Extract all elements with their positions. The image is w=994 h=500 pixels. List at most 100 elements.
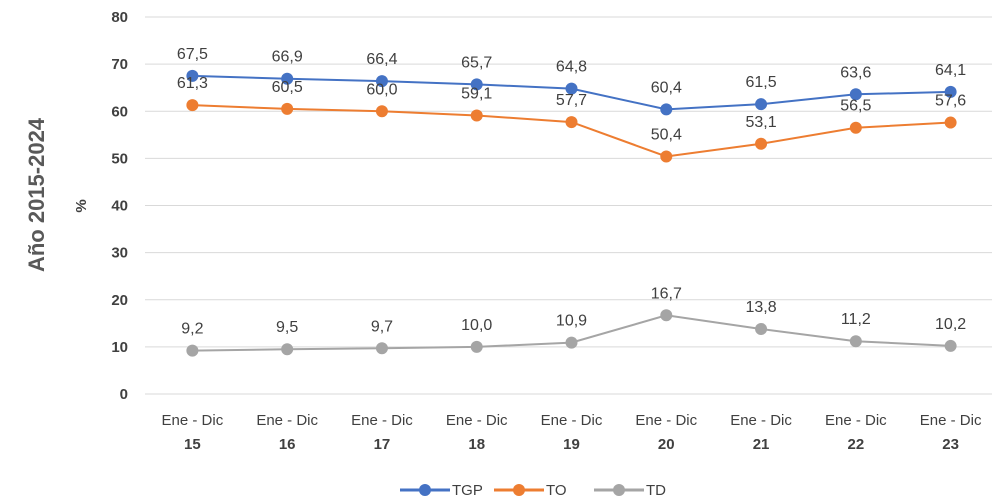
y-axis-ticks: 0 10 20 30 40 50 60 70 80	[111, 9, 128, 403]
data-label: 9,7	[371, 318, 393, 335]
x-tick-period-label: Ene - Dic	[825, 412, 887, 429]
data-point	[186, 99, 199, 112]
data-point	[565, 116, 578, 129]
data-point	[849, 335, 862, 348]
data-point	[944, 85, 957, 98]
data-point	[281, 343, 294, 356]
legend-item-tgp: TGP	[400, 482, 483, 499]
series-tgp	[186, 69, 957, 116]
data-point	[470, 78, 483, 91]
x-tick-period-label: Ene - Dic	[730, 412, 792, 429]
y-tick-label: 20	[111, 292, 128, 309]
data-point	[470, 340, 483, 353]
x-tick-label: 21	[753, 436, 770, 453]
data-labels: 67,5 66,9 66,4 65,7 64,8 60,4 61,5 63,6 64,1 61,3…	[177, 46, 966, 338]
legend: TGP TO TD	[400, 482, 666, 499]
data-label: 57,6	[935, 93, 966, 110]
side-title: Año 2015-2024	[24, 117, 49, 272]
data-label: 10,0	[461, 317, 492, 334]
legend-marker	[613, 484, 625, 496]
data-label: 60,5	[272, 79, 303, 96]
data-label: 61,3	[177, 75, 208, 92]
data-point	[944, 116, 957, 129]
y-tick-label: 0	[120, 386, 128, 403]
data-label: 10,9	[556, 313, 587, 330]
x-tick-label: 20	[658, 436, 675, 453]
data-point	[660, 150, 673, 163]
data-point	[755, 322, 768, 335]
data-label: 13,8	[745, 299, 776, 316]
data-point	[849, 88, 862, 101]
data-label: 61,5	[745, 74, 776, 91]
data-point	[565, 336, 578, 349]
x-tick-period-label: Ene - Dic	[635, 412, 697, 429]
data-point	[281, 72, 294, 85]
y-tick-label: 30	[111, 245, 128, 262]
y-tick-label: 50	[111, 150, 128, 167]
data-label: 60,0	[366, 81, 397, 98]
y-tick-label: 40	[111, 198, 128, 215]
x-tick-label: 19	[563, 436, 580, 453]
data-label: 9,5	[276, 319, 298, 336]
legend-label: TGP	[452, 482, 483, 499]
legend-item-to: TO	[494, 482, 567, 499]
data-label: 64,8	[556, 59, 587, 76]
legend-marker	[513, 484, 525, 496]
x-tick-label: 18	[468, 436, 485, 453]
data-label: 50,4	[651, 126, 682, 143]
x-tick-period-label: Ene - Dic	[351, 412, 413, 429]
data-label: 66,4	[366, 51, 397, 68]
data-point	[470, 109, 483, 122]
data-label: 53,1	[745, 114, 776, 131]
legend-item-td: TD	[594, 482, 666, 499]
data-point	[660, 103, 673, 116]
x-tick-label: 15	[184, 436, 201, 453]
data-point	[186, 344, 199, 357]
data-point	[755, 98, 768, 111]
data-label: 56,5	[840, 98, 871, 115]
series-lines	[186, 69, 957, 357]
x-tick-period-label: Ene - Dic	[162, 412, 224, 429]
data-point	[186, 69, 199, 82]
x-tick-label: 16	[279, 436, 296, 453]
series-line	[192, 104, 951, 158]
y-tick-label: 10	[111, 339, 128, 356]
data-point	[755, 137, 768, 150]
data-label: 60,4	[651, 79, 682, 96]
y-axis-unit-label: %	[73, 199, 90, 212]
legend-marker	[419, 484, 431, 496]
legend-label: TD	[646, 482, 666, 499]
data-point	[565, 82, 578, 95]
data-point	[944, 339, 957, 352]
legend-label: TO	[546, 482, 567, 499]
x-tick-period-label: Ene - Dic	[256, 412, 318, 429]
data-label: 57,7	[556, 92, 587, 109]
x-tick-period-label: Ene - Dic	[541, 412, 603, 429]
x-tick-period-label: Ene - Dic	[446, 412, 508, 429]
x-tick-label: 23	[942, 436, 959, 453]
y-tick-label: 70	[111, 56, 128, 73]
series-td	[186, 309, 957, 357]
data-label: 63,6	[840, 64, 871, 81]
data-label: 64,1	[935, 62, 966, 79]
x-tick-label: 22	[847, 436, 864, 453]
series-to	[186, 99, 957, 163]
data-point	[375, 105, 388, 118]
data-point	[375, 342, 388, 355]
y-tick-label: 60	[111, 103, 128, 120]
data-label: 59,1	[461, 85, 492, 102]
data-point	[375, 75, 388, 88]
x-tick-label: 17	[374, 436, 391, 453]
y-tick-label: 80	[111, 9, 128, 26]
x-tick-period-label: Ene - Dic	[920, 412, 982, 429]
data-label: 10,2	[935, 316, 966, 333]
x-axis-ticks: Ene - Dic 15 Ene - Dic 16 Ene - Dic 17 Ene - D…	[162, 412, 982, 453]
data-label: 66,9	[272, 49, 303, 66]
data-point	[849, 121, 862, 134]
data-label: 67,5	[177, 46, 208, 63]
data-label: 11,2	[841, 311, 871, 328]
data-label: 9,2	[181, 321, 203, 338]
data-label: 16,7	[651, 285, 682, 302]
data-point	[660, 309, 673, 322]
